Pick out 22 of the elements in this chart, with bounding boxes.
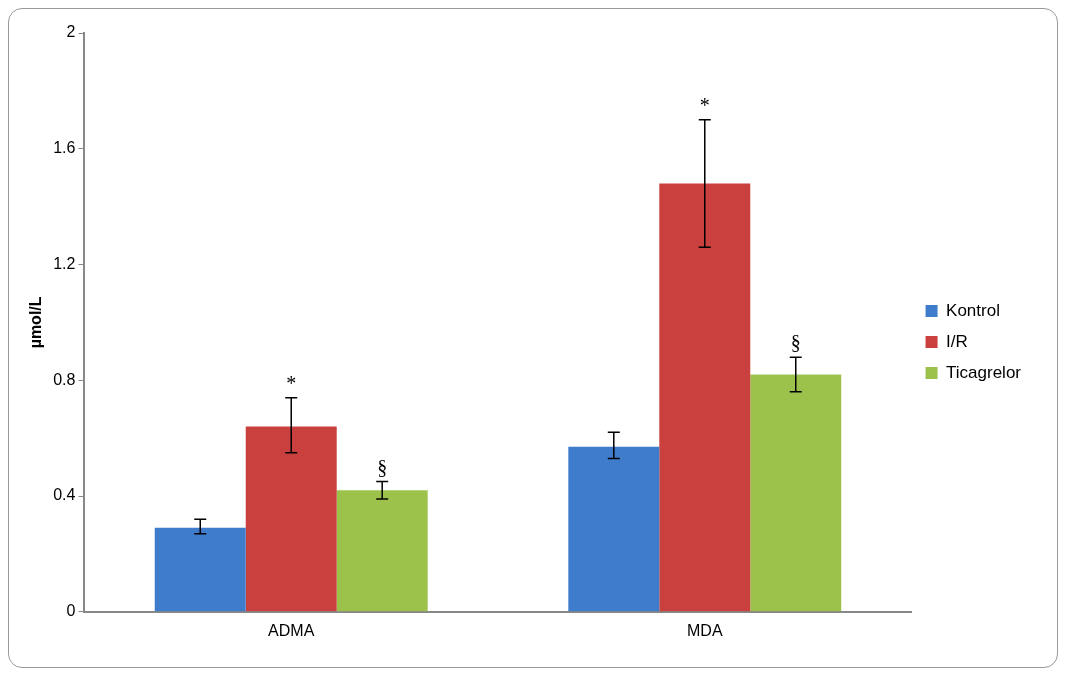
bar [336, 490, 428, 612]
x-tick-label: MDA [686, 621, 723, 639]
legend-label: I/R [946, 331, 968, 351]
y-tick-label: 0.4 [53, 486, 76, 504]
annotation: * [699, 94, 710, 117]
y-tick-label: 1.6 [53, 139, 76, 157]
y-tick-label: 1.2 [53, 254, 76, 272]
y-tick-label: 2 [66, 23, 76, 41]
bar [154, 527, 246, 612]
bar [659, 183, 751, 612]
y-tick-label: 0 [66, 602, 76, 620]
x-tick-label: ADMA [268, 621, 315, 639]
bar [245, 426, 337, 612]
annotation: § [377, 455, 388, 478]
annotation: * [286, 371, 297, 394]
y-tick-label: 0.8 [53, 370, 76, 388]
bar [750, 374, 842, 612]
y-axis-title: µmol/L [27, 296, 45, 349]
bar [568, 446, 660, 612]
legend-label: Ticagrelor [946, 362, 1022, 382]
annotation: § [790, 331, 801, 354]
legend-label: Kontrol [946, 300, 1000, 320]
